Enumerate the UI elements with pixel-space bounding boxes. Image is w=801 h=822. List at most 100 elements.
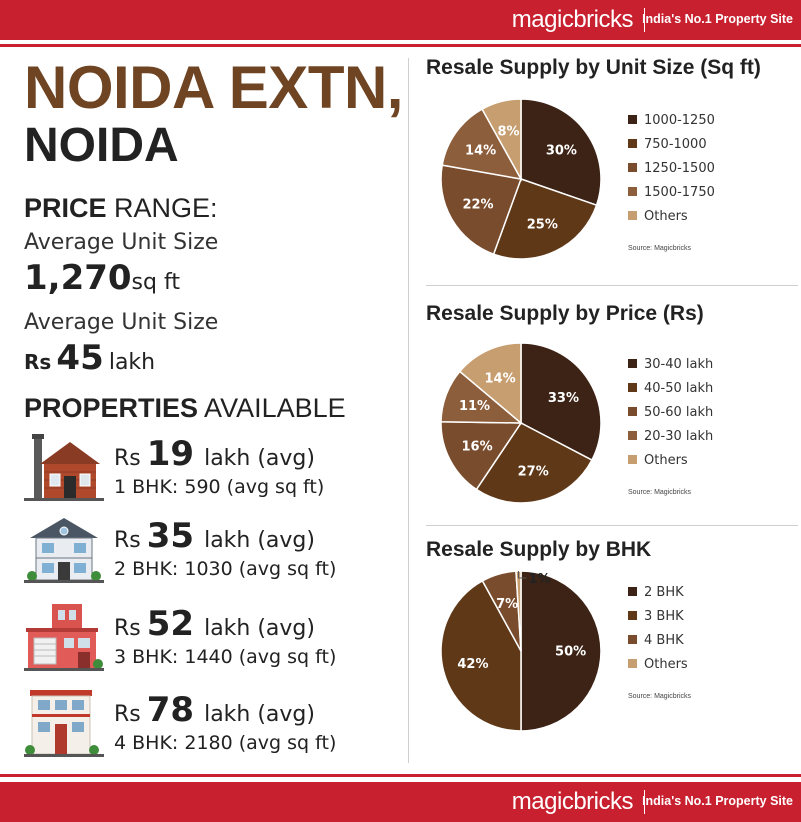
property-detail: 2 BHK: 1030 (avg sq ft) [114,558,337,580]
footer-rule [0,774,801,777]
brand-logo: magicbricks [511,788,634,815]
legend-swatch [628,115,637,124]
property-detail: 4 BHK: 2180 (avg sq ft) [114,732,337,754]
footer-bar: magicbricks India's No.1 Property Site [0,782,801,822]
legend-label: 1500-1750 [644,185,715,200]
properties-rest: AVAILABLE [198,393,346,423]
legend-swatch [628,187,637,196]
legend-label: 750-1000 [644,137,707,152]
legend-swatch [628,383,637,392]
slice-label: 25% [527,217,558,232]
price-suffix: lakh (avg) [204,616,315,641]
avg-price-number: 45 [56,338,104,378]
legend-swatch [628,163,637,172]
slice-label: 42% [457,657,488,672]
legend-label: 4 BHK [644,633,684,648]
slice-label: 22% [462,197,493,212]
price-range-bold: PRICE [24,193,107,223]
location-title: NOIDA EXTN, [24,54,403,121]
legend-label: 50-60 lakh [644,405,713,420]
column-divider [408,58,409,763]
slice-label: 7% [496,597,518,612]
legend-swatch [628,455,637,464]
slice-label: 14% [485,372,516,387]
avg-size-label: Average Unit Size [24,230,219,255]
pie-slice [458,342,522,425]
location-subtitle: NOIDA [24,119,179,172]
price-suffix: lakh (avg) [204,446,315,471]
slice-label: 11% [459,399,490,414]
legend-swatch [628,139,637,148]
legend-label: Others [644,657,688,672]
legend-label: 2 BHK [644,585,684,600]
price-suffix: lakh (avg) [204,528,315,553]
pie-slice [475,422,593,504]
avg-price-prefix: Rs [24,350,52,374]
avg-size-value: 1,270sq ft [24,258,180,298]
slice-label: 14% [465,144,496,159]
header-bar: magicbricks India's No.1 Property Site [0,0,801,40]
pie-slice [492,178,598,260]
price-number: 35 [146,516,195,556]
chart-source: Source: Magicbricks [628,693,692,700]
property-item-2bhk: Rs 35 lakh (avg) 2 BHK: 1030 (avg sq ft) [24,516,404,586]
currency-prefix: Rs [114,528,141,553]
avg-price-label: Average Unit Size [24,310,219,335]
slice-label: 1% [528,572,550,587]
chart-divider [426,525,798,526]
pie-slice [520,570,602,732]
property-price: Rs 35 lakh (avg) [114,516,315,556]
chart-title: Resale Supply by Price (Rs) [426,302,704,325]
property-price: Rs 19 lakh (avg) [114,434,315,474]
currency-prefix: Rs [114,446,141,471]
brand-divider [644,8,645,32]
avg-size-number: 1,270 [24,258,132,298]
legend-swatch [628,587,637,596]
properties-heading: PROPERTIES AVAILABLE [24,393,346,424]
price-number: 19 [146,434,195,474]
pie-slice [440,164,523,256]
property-item-1bhk: Rs 19 lakh (avg) 1 BHK: 590 (avg sq ft) [24,434,404,504]
brick-house-icon [24,434,104,501]
avg-size-unit: sq ft [131,270,180,295]
legend-label: Others [644,453,688,468]
pie-slice [440,420,523,491]
property-detail: 1 BHK: 590 (avg sq ft) [114,476,325,498]
pie-slice [441,108,523,181]
legend-swatch [628,407,637,416]
brand-divider [644,790,645,814]
property-item-3bhk: Rs 52 lakh (avg) 3 BHK: 1440 (avg sq ft) [24,604,404,674]
slice-label: 30% [546,144,577,159]
header-rule [0,44,801,47]
brand-tagline: India's No.1 Property Site [642,12,793,26]
slice-label: 16% [461,439,492,454]
currency-prefix: Rs [114,702,141,727]
avg-price-value: Rs 45 lakh [24,338,155,378]
avg-price-unit: lakh [108,350,156,375]
property-detail: 3 BHK: 1440 (avg sq ft) [114,646,337,668]
price-number: 78 [146,690,195,730]
chart-source: Source: Magicbricks [628,245,692,252]
legend-label: 1250-1500 [644,161,715,176]
brand-logo: magicbricks [511,6,634,33]
legend-swatch [628,211,637,220]
price-range-rest: RANGE: [106,193,218,223]
chart-title: Resale Supply by BHK [426,538,652,561]
pie-slice [440,579,522,732]
property-price: Rs 52 lakh (avg) [114,604,315,644]
shop-building-icon [24,604,104,671]
chart-title: Resale Supply by Unit Size (Sq ft) [426,56,761,79]
legend-swatch [628,431,637,440]
two-storey-house-icon [24,518,104,583]
property-price: Rs 78 lakh (avg) [114,690,315,730]
legend-swatch [628,359,637,368]
price-number: 52 [146,604,195,644]
legend-label: 20-30 lakh [644,429,713,444]
properties-bold: PROPERTIES [24,393,199,423]
property-item-4bhk: Rs 78 lakh (avg) 4 BHK: 2180 (avg sq ft) [24,690,404,760]
bhk-pie-chart: 50% 42% 7% 1% 2 BHK 3 BHK 4 BHK Others Source: M… [440,570,692,732]
slice-label: 27% [518,465,549,480]
legend-label: 3 BHK [644,609,684,624]
slice-label: 33% [548,391,579,406]
price-range-heading: PRICE RANGE: [24,193,218,224]
